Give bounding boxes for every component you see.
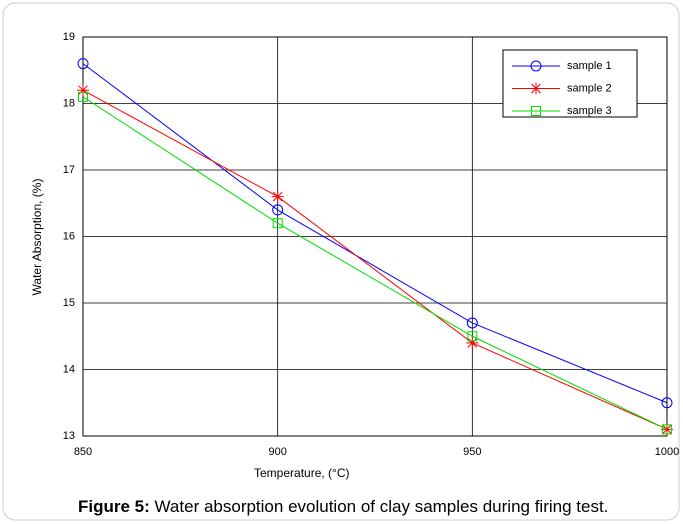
x-tick-label: 900 (268, 446, 286, 458)
marker (661, 397, 673, 409)
marker (530, 82, 542, 95)
x-axis-label: Temperature, (°C) (254, 466, 350, 480)
marker (466, 317, 478, 329)
plot-border (82, 36, 668, 437)
y-tick-label: 14 (63, 363, 75, 375)
legend-label: sample 1 (567, 60, 612, 72)
y-tick-label: 17 (63, 164, 75, 176)
legend-label: sample 2 (567, 82, 612, 94)
caption: Figure 5: Water absorption evolution of … (78, 497, 608, 516)
y-axis-label: Water Absorption, (%) (30, 179, 44, 296)
series-line (82, 63, 668, 404)
marker (467, 331, 478, 342)
y-tick-label: 19 (63, 31, 75, 43)
x-tick-label: 950 (463, 446, 481, 458)
caption-label: Figure 5: (78, 497, 150, 516)
legend-label: sample 3 (567, 105, 612, 117)
y-tick-label: 15 (63, 297, 75, 309)
marker (272, 204, 284, 216)
marker (531, 106, 541, 116)
marker (466, 336, 479, 349)
marker (77, 84, 89, 97)
y-tick-label: 18 (63, 97, 75, 109)
marker (272, 218, 283, 229)
marker (77, 58, 89, 70)
caption-text: Water absorption evolution of clay sampl… (150, 497, 609, 516)
y-tick-label: 16 (63, 230, 75, 242)
x-tick-label: 850 (74, 446, 92, 458)
series-line (82, 89, 668, 430)
y-tick-label: 13 (63, 430, 75, 442)
marker (530, 60, 542, 72)
marker (78, 91, 88, 102)
series-line (82, 96, 668, 430)
marker (662, 424, 672, 435)
x-tick-label: 1000 (655, 446, 679, 458)
marker (271, 190, 284, 203)
legend-box (502, 49, 638, 118)
